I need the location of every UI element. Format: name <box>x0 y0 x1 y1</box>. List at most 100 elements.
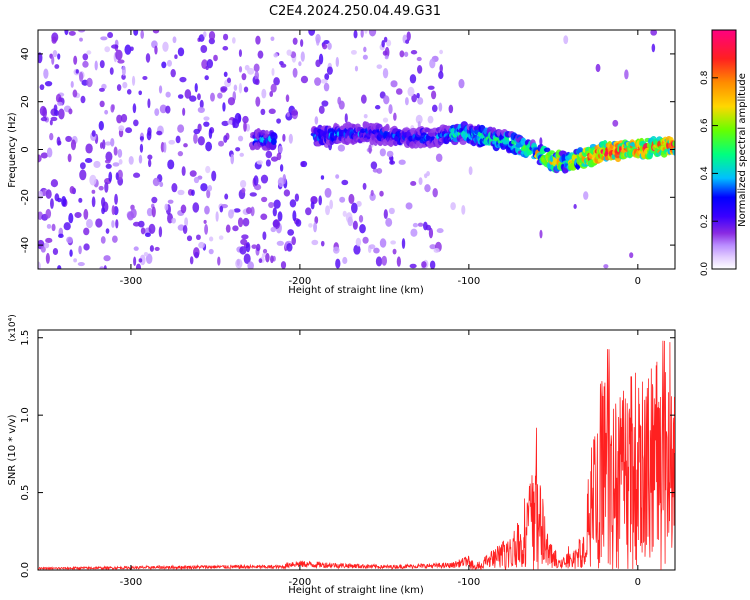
spectrogram-cell <box>95 218 103 228</box>
spectrogram-cell <box>261 196 268 203</box>
spectrogram-cell <box>146 207 153 217</box>
spectrogram-ridge-cell <box>270 132 278 141</box>
spectrogram-cell <box>122 81 128 89</box>
spectrogram-cell <box>45 208 52 219</box>
spectrogram-cell <box>135 263 142 269</box>
spectrogram-cell <box>50 179 59 188</box>
spectrogram-cell <box>208 248 214 255</box>
colorbar-tick-label: 0.8 <box>700 70 710 85</box>
spectrogram-cell <box>152 177 160 187</box>
spectrogram-cell <box>126 89 132 95</box>
spectrogram-cell <box>120 113 128 123</box>
spectrogram-cell <box>383 209 388 220</box>
spectrogram-cell <box>38 154 42 163</box>
spectrogram-cell <box>390 155 394 165</box>
spectrogram-cell <box>409 74 417 84</box>
spectrogram-cell <box>73 55 78 65</box>
spectrogram-cell <box>172 36 177 44</box>
snr-x-tick-label: 0 <box>635 577 641 588</box>
spectrogram-cell <box>241 234 249 240</box>
spectrogram-cell <box>313 222 318 233</box>
spectrogram-y-tick-label: -20 <box>20 189 31 205</box>
spectrogram-cell <box>193 133 198 144</box>
spectrogram-cell <box>101 207 106 215</box>
spectrogram-cell <box>368 30 377 37</box>
spectrogram-ridge-cell <box>672 140 675 147</box>
spectrogram-cell <box>70 81 74 88</box>
spectrogram-cell <box>98 87 105 92</box>
spectrogram-cell <box>64 30 69 36</box>
spectrogram-cell <box>376 64 383 69</box>
spectrogram-cell <box>311 239 319 246</box>
spectrogram-cell <box>373 247 380 254</box>
chart-title: C2E4.2024.250.04.49.G31 <box>269 4 441 19</box>
spectrogram-cell <box>288 133 293 144</box>
spectrogram-x-tick-label: -100 <box>458 276 481 287</box>
spectrogram-cell <box>429 58 436 69</box>
spectrogram-cell <box>184 89 192 99</box>
spectrogram-image <box>38 30 675 269</box>
spectrogram-cell <box>399 50 405 58</box>
spectrogram-cell <box>110 104 115 113</box>
spectrogram-cell <box>539 229 543 239</box>
spectrogram-cell <box>411 93 417 103</box>
spectrogram-cell <box>140 30 144 39</box>
spectrogram-cell <box>321 100 329 107</box>
spectrogram-cell <box>439 49 444 55</box>
spectrogram-cell <box>167 159 175 170</box>
spectrogram-cell <box>50 116 58 122</box>
spectrogram-cell <box>171 182 178 193</box>
spectrogram-cell <box>93 160 101 169</box>
spectrogram-cell <box>40 116 48 122</box>
spectrogram-cell <box>292 37 298 45</box>
colorbar: 0.0 0.2 0.4 0.6 0.8 Normalized spectral ampl… <box>700 29 748 276</box>
spectrogram-cell <box>57 53 61 60</box>
snr-series-line <box>38 340 675 570</box>
spectrogram-cell <box>335 56 339 68</box>
spectrogram-x-axis: -300 -200 -100 0 <box>120 30 641 287</box>
spectrogram-cell <box>439 64 443 73</box>
spectrogram-cell <box>91 196 96 208</box>
spectrogram-cell <box>40 246 46 253</box>
spectrogram-cell <box>438 71 444 80</box>
spectrogram-cell <box>265 150 273 159</box>
spectrogram-cell <box>374 105 381 110</box>
spectrogram-cell <box>362 54 368 60</box>
spectrogram-cell <box>100 36 108 41</box>
spectrogram-cell <box>182 107 186 116</box>
spectrogram-cell <box>406 31 411 42</box>
spectrogram-cell <box>243 121 247 132</box>
spectrogram-cell <box>285 94 290 103</box>
spectrogram-cell <box>115 49 123 61</box>
spectrogram-cell <box>217 92 223 99</box>
spectrogram-cell <box>139 136 144 141</box>
spectrogram-y-axis: -40 -20 0 20 40 <box>20 48 675 253</box>
spectrogram-cell <box>245 207 252 214</box>
spectrogram-cell <box>104 159 111 164</box>
spectrogram-cell <box>69 249 73 257</box>
spectrogram-cell <box>239 179 247 189</box>
spectrogram-cell <box>232 117 236 129</box>
spectrogram-cell <box>300 51 305 62</box>
spectrogram-cell <box>356 200 362 207</box>
spectrogram-cell <box>348 193 355 204</box>
spectrogram-cell <box>197 93 201 101</box>
spectrogram-cell <box>286 112 290 118</box>
spectrogram-cell <box>110 137 115 147</box>
spectrogram-cell <box>318 195 322 206</box>
spectrogram-cell <box>432 187 438 198</box>
spectrogram-cell <box>68 108 73 115</box>
spectrogram-cell <box>165 91 171 98</box>
spectrogram-cell <box>147 98 151 109</box>
spectrogram-cell <box>305 207 312 216</box>
spectrogram-cell <box>268 202 275 209</box>
spectrogram-cell <box>152 30 160 34</box>
spectrogram-cell <box>109 67 114 75</box>
spectrogram-cell <box>116 84 122 92</box>
snr-y-tick-label: 1.0 <box>20 407 31 423</box>
spectrogram-cell <box>99 60 105 69</box>
spectrogram-cell <box>221 120 229 127</box>
spectrogram-cell <box>222 102 226 112</box>
spectrogram-cell <box>70 139 77 151</box>
spectrogram-cell <box>177 189 185 196</box>
